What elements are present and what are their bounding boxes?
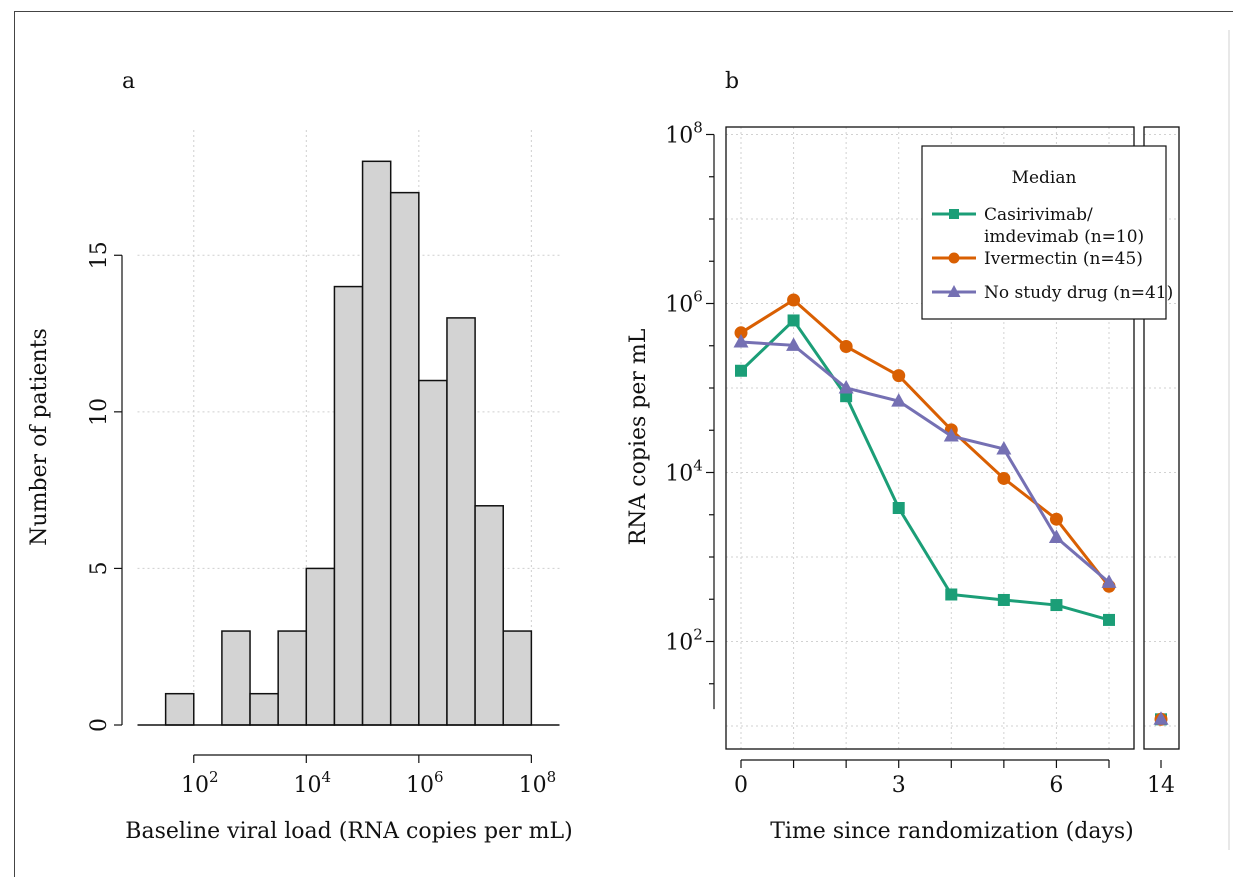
series-marker-triangle	[891, 393, 907, 407]
panel-a: 102 104 106 108 0 5 10 15	[87, 130, 560, 798]
x-tick-label: 108	[519, 768, 557, 798]
y-tick-label: 5	[87, 561, 112, 575]
series-marker-triangle	[838, 380, 854, 394]
legend-label: Ivermectin (n=45)	[984, 249, 1143, 269]
histogram-bar	[249, 692, 279, 726]
legend-label: Casirivimab/	[984, 205, 1093, 225]
series-marker-triangle	[996, 440, 1012, 455]
series-marker-circle	[839, 339, 853, 353]
series-marker-square	[892, 502, 905, 515]
series-marker-triangle	[943, 428, 959, 442]
figure-frame	[14, 11, 1233, 877]
x-tick-label: 102	[181, 768, 219, 798]
x-tick-label: 104	[294, 768, 332, 798]
x-tick-label: 6	[1049, 773, 1063, 798]
y-tick-label: 108	[665, 119, 703, 149]
histogram-bar	[361, 160, 392, 726]
legend-label: No study drug (n=41)	[984, 283, 1173, 303]
panel-b-ylabel: RNA copies per mL	[626, 328, 651, 545]
series-marker-triangle	[786, 337, 802, 351]
series-marker-triangle	[1048, 529, 1064, 544]
histogram-bar	[418, 379, 448, 726]
series-marker-circle	[892, 369, 906, 383]
series-marker-circle	[734, 326, 748, 340]
legend-title: Median	[1012, 168, 1077, 188]
y-tick-label: 0	[87, 718, 112, 732]
histogram-bar	[164, 692, 195, 726]
legend-box	[921, 145, 1167, 320]
legend-swatch-square	[949, 209, 959, 219]
series-marker-square	[1103, 613, 1115, 626]
y-tick-label: 10	[87, 398, 112, 426]
histogram-bar	[221, 630, 251, 726]
legend-swatch-triangle	[947, 285, 961, 297]
series-marker-triangle	[1153, 711, 1169, 725]
series-marker-circle	[1049, 512, 1063, 526]
series-marker-square	[1050, 599, 1063, 612]
panel-a-label: a	[122, 69, 135, 94]
legend-swatch-circle	[948, 252, 960, 264]
histogram-bar	[277, 630, 308, 726]
series-line	[740, 298, 1111, 588]
series-marker-circle	[787, 293, 801, 307]
series-line	[740, 340, 1110, 584]
panel-b-label: b	[725, 69, 739, 94]
series-marker-square	[945, 588, 958, 601]
series-marker-square	[735, 364, 747, 377]
series-marker-triangle	[733, 334, 749, 348]
y-tick-label: 102	[665, 626, 703, 656]
page-edge	[1228, 30, 1230, 850]
series-marker-square	[997, 593, 1010, 606]
series-line	[739, 318, 1110, 622]
x-tick-label: 0	[734, 773, 748, 798]
series-marker-square	[787, 314, 800, 327]
histogram-bar	[502, 630, 533, 726]
histogram-bar	[474, 505, 504, 726]
y-tick-label: 15	[87, 241, 112, 269]
legend-label: imdevimab (n=10)	[984, 227, 1144, 247]
histogram-bar	[305, 567, 336, 726]
histogram-bar	[333, 285, 364, 726]
histogram-bar	[446, 317, 476, 726]
plot-box	[725, 126, 1135, 750]
y-tick-label: 106	[665, 288, 703, 318]
panel-a-ylabel: Number of patients	[27, 328, 52, 546]
x-tick-label: 106	[406, 768, 444, 798]
histogram-bar	[389, 191, 420, 726]
plot-box-day14	[1143, 126, 1180, 750]
panel-b: Median Casirivimab/imdevimab (n=10)Iverme…	[665, 119, 1180, 798]
panel-b-xlabel: Time since randomization (days)	[770, 819, 1134, 844]
panel-a-xlabel: Baseline viral load (RNA copies per mL)	[125, 819, 572, 844]
x-tick-label: 3	[892, 773, 906, 798]
x-tick-label-day14: 14	[1147, 773, 1175, 798]
y-tick-label: 104	[665, 457, 703, 487]
series-marker-triangle	[1101, 574, 1117, 588]
series-marker-circle	[997, 471, 1011, 485]
